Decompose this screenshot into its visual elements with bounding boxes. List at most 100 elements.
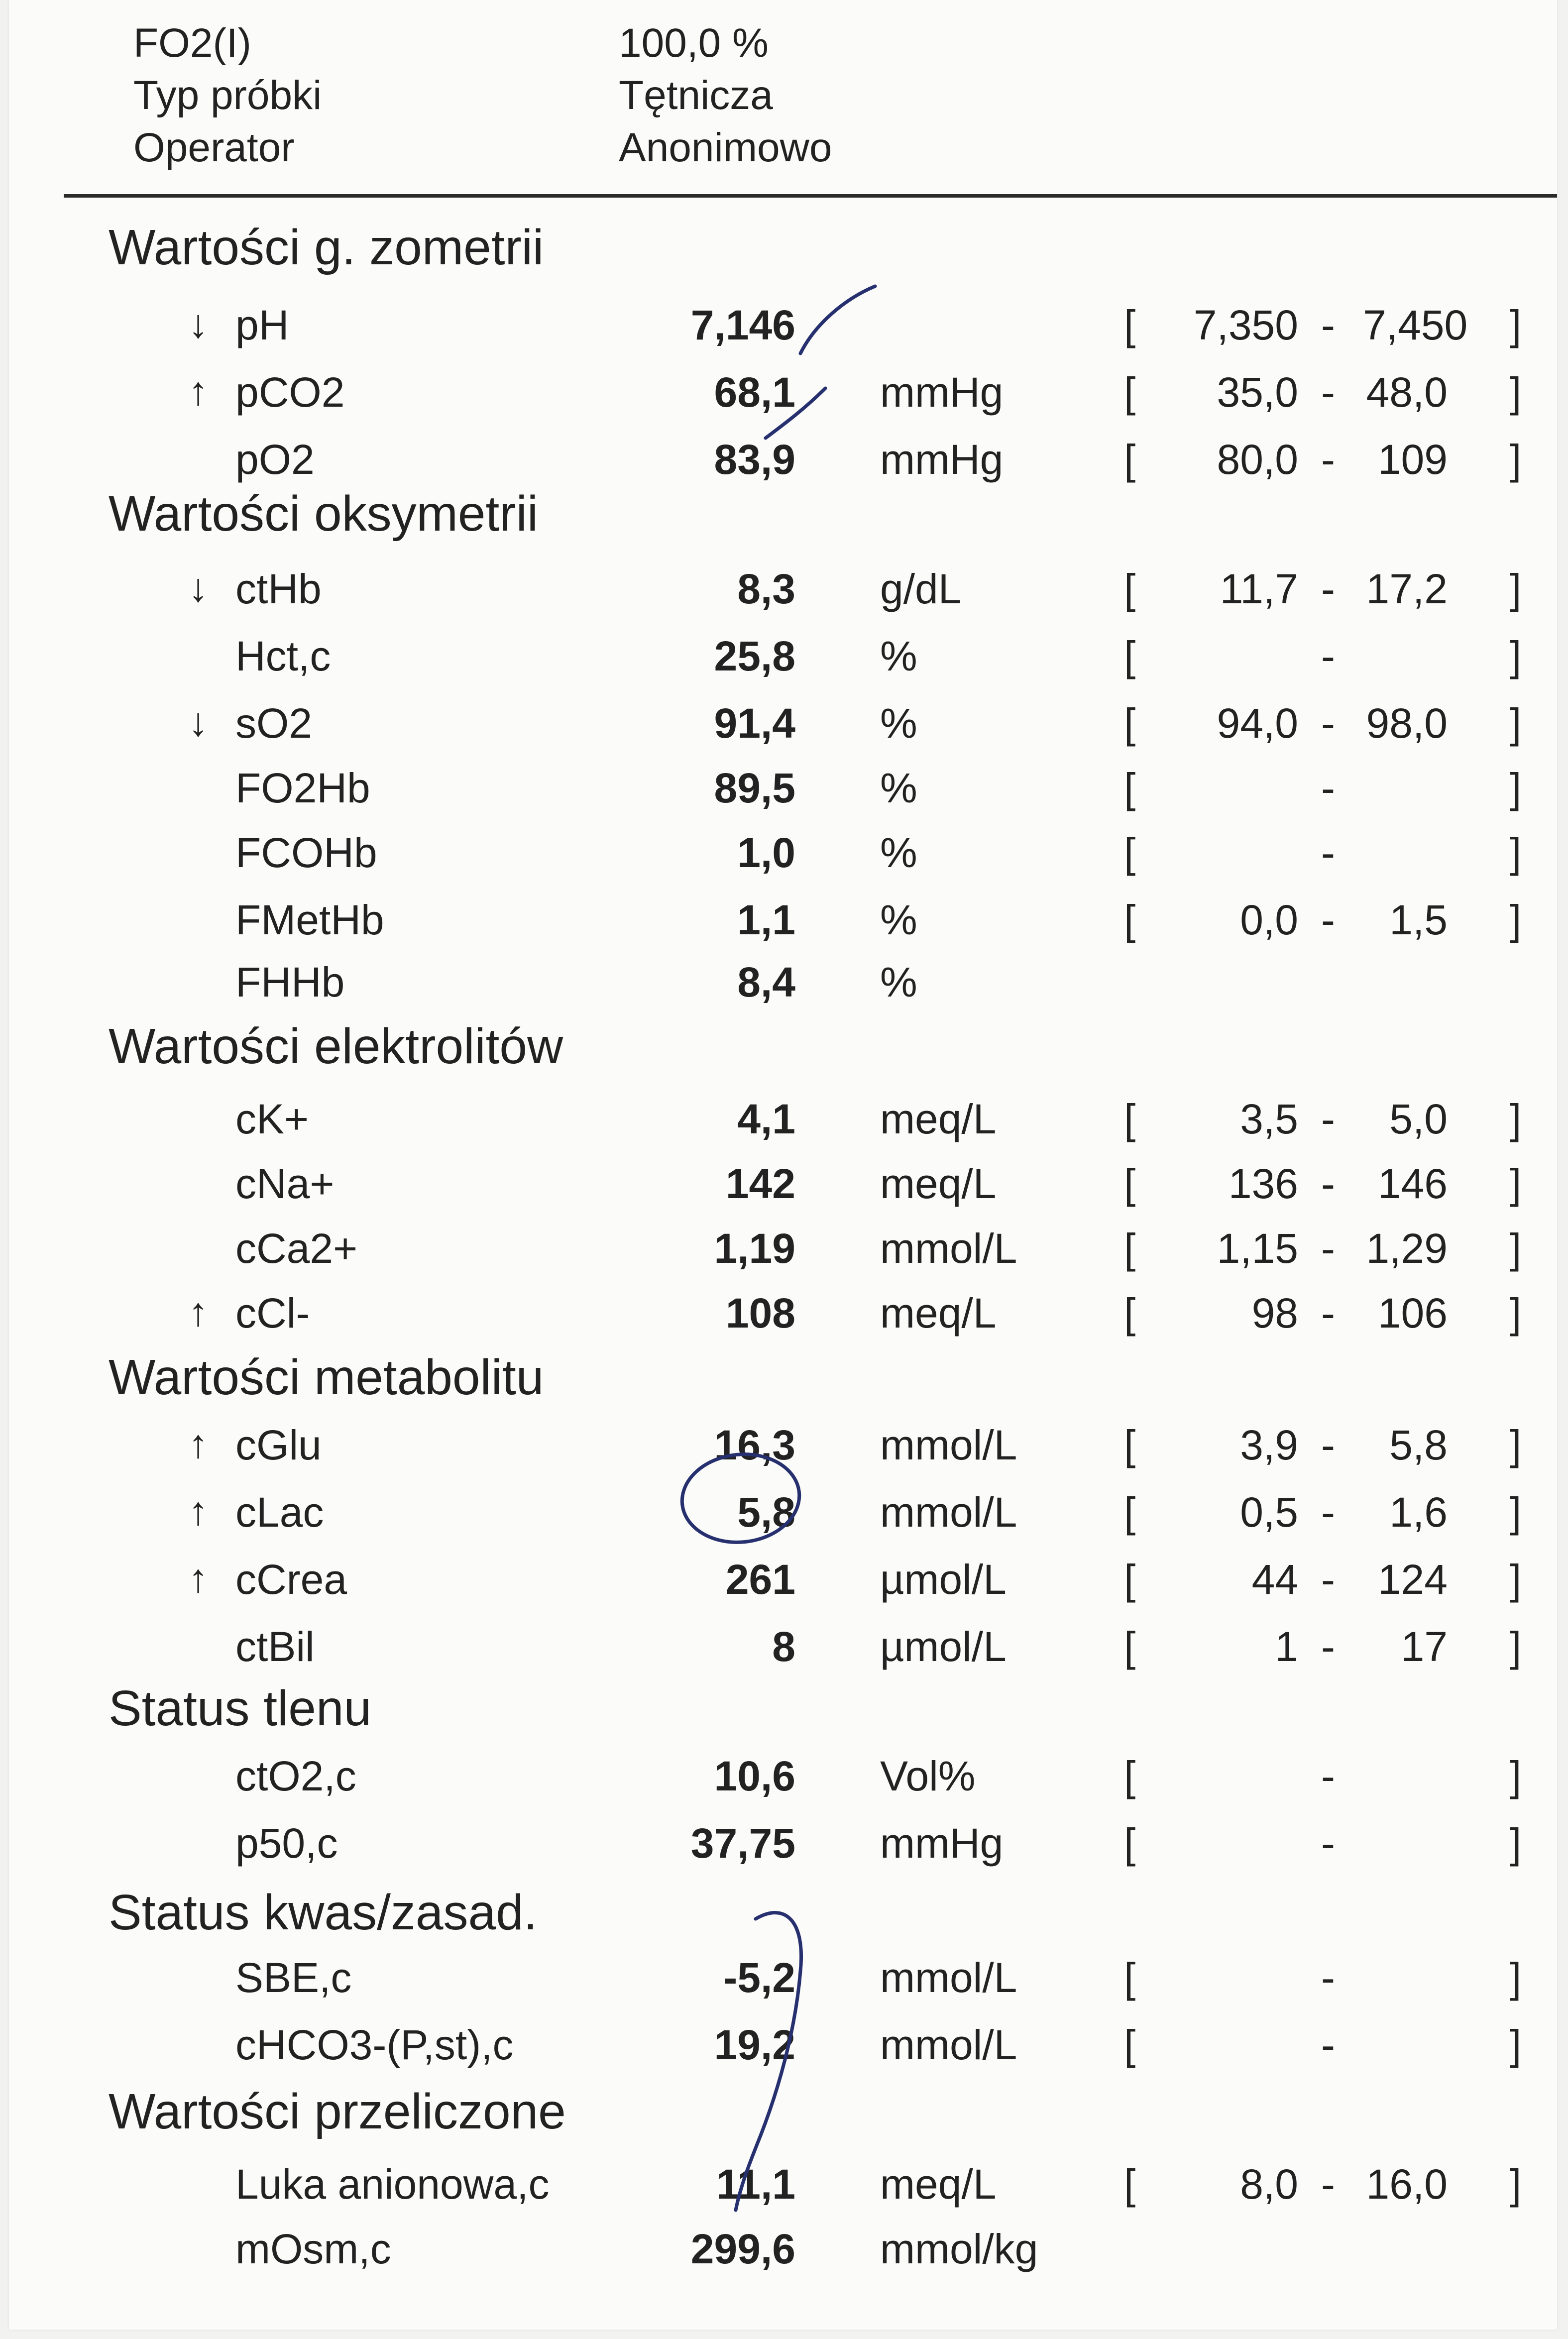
low-flag-icon: ↓ [188,700,208,744]
range-high: 146 [1377,1160,1448,1207]
range-open-bracket: [ [1124,896,1136,943]
range-high: 48,0 [1366,369,1448,416]
range-low: 11,7 [1220,565,1298,612]
parameter-value: 4,1 [737,1096,795,1142]
parameter-unit: meq/L [880,1096,997,1142]
range-open-bracket: [ [1124,302,1136,348]
range-dash: - [1321,1753,1335,1799]
range-dash: - [1321,1820,1335,1867]
result-row: cNa+ 142 meq/L [-] 136 146 [9,1160,1557,1225]
header-value: 100,0 % [619,20,769,66]
range-close-bracket: ] [1510,1489,1522,1536]
parameter-value: 8,3 [737,565,795,612]
high-flag-icon: ↑ [188,1290,208,1334]
range-open-bracket: [ [1124,1290,1136,1337]
range-high: 1,6 [1389,1489,1448,1536]
range-open-bracket: [ [1124,1753,1136,1799]
result-row: sO2 91,4 ↓% [-] 94,0 98,0 [9,699,1557,764]
parameter-unit: mmHg [880,1820,1004,1867]
parameter-value: 25,8 [714,633,796,679]
range-high: 16,0 [1366,2161,1448,2208]
range-open-bracket: [ [1124,1489,1136,1536]
range-close-bracket: ] [1510,829,1522,876]
parameter-unit: meq/L [880,2161,997,2208]
parameter-unit: mmol/L [880,1489,1017,1536]
range-close-bracket: ] [1510,700,1522,747]
range-open-bracket: [ [1124,369,1136,416]
parameter-value: 37,75 [690,1820,795,1867]
parameter-name: ctHb [235,565,322,612]
result-row: pH 7,146 ↓[-] 7,350 7,450 [9,301,1557,366]
result-row: pCO2 68,1 ↑ mmHg [-] 35,0 48,0 [9,368,1557,433]
parameter-name: pO2 [235,436,315,483]
parameter-value: 91,4 [714,700,796,747]
section-title: Status tlenu [109,1680,372,1736]
range-open-bracket: [ [1124,633,1136,679]
parameter-value: 299,6 [690,2226,795,2272]
parameter-name: cCa2+ [235,1225,358,1272]
result-row: pO2 83,9 mmHg [-] 80,0 109 [9,436,1557,500]
range-open-bracket: [ [1124,1422,1136,1468]
range-dash: - [1321,302,1335,348]
parameter-name: FO2Hb [235,765,370,811]
high-flag-icon: ↑ [188,1489,208,1533]
pen-mark-ph [798,284,877,355]
parameter-value: 68,1 [714,369,796,416]
range-low: 0,5 [1240,1489,1298,1536]
header-label: FO2(I) [133,20,251,66]
range-close-bracket: ] [1510,436,1522,483]
range-low: 8,0 [1240,2161,1298,2208]
header-value: Tętnicza [619,73,773,118]
header-label: Typ próbki [133,73,322,118]
range-close-bracket: ] [1510,1820,1522,1867]
range-open-bracket: [ [1124,1096,1136,1142]
range-dash: - [1321,369,1335,416]
range-open-bracket: [ [1124,1623,1136,1670]
section-title: Wartości elektrolitów [109,1018,563,1074]
pen-circle-clac [680,1452,801,1544]
parameter-value: 11,1 [716,2161,795,2208]
range-close-bracket: ] [1510,1623,1522,1670]
result-row: cCa2+ 1,19 mmol/L [-] 1,15 1,29 [9,1225,1557,1289]
range-high: 5,8 [1389,1422,1448,1468]
result-row: cLac 5,8 ↑ mmol/L [-] 0,5 1,6 [9,1488,1557,1553]
range-close-bracket: ] [1510,1160,1522,1207]
section-title: Wartości metabolitu [109,1349,544,1405]
parameter-name: pH [235,302,289,348]
parameter-unit: mmol/L [880,1422,1017,1468]
result-row: FMetHb 1,1% [-] 0,0 1,5 [9,896,1557,961]
parameter-name: Luka anionowa,c [235,2161,550,2208]
parameter-name: SBE,c [235,1954,352,2001]
range-low: 7,350 [1193,302,1298,348]
header-value: Anonimowo [619,125,832,170]
parameter-name: cGlu [235,1422,322,1468]
range-low: 80,0 [1217,436,1299,483]
parameter-unit: % [880,765,917,811]
parameter-name: sO2 [235,700,313,747]
parameter-value: 1,19 [714,1225,796,1272]
result-row: cGlu 16,3 ↑ mmol/L [-] 3,9 5,8 [9,1421,1557,1486]
pen-bracket-acid-base [734,1911,803,2212]
range-low: 1,15 [1217,1225,1299,1272]
result-row: cHCO3-(P,st),c 19,2 mmol/L [-] [9,2021,1557,2086]
parameter-unit: % [880,633,917,679]
range-dash: - [1321,765,1335,811]
range-close-bracket: ] [1510,2021,1522,2068]
parameter-unit: mmol/L [880,1225,1017,1272]
pen-annotations [680,284,877,2212]
section-title: Wartości oksymetrii [109,486,539,542]
parameter-value: 1,0 [737,829,795,876]
parameter-value: 261 [725,1556,795,1603]
parameter-name: cCl- [235,1290,310,1337]
section-title: Wartości przeliczone [109,2084,566,2139]
section-title: Status kwas/zasad. [109,1885,538,1940]
range-close-bracket: ] [1510,369,1522,416]
header-divider [64,194,1557,198]
range-dash: - [1321,1422,1335,1468]
range-close-bracket: ] [1510,1954,1522,2001]
high-flag-icon: ↑ [188,1556,208,1600]
range-dash: - [1321,1225,1335,1272]
range-high: 1,29 [1366,1225,1448,1272]
result-row: ctBil 8 µmol/L [-] 1 17 [9,1623,1557,1687]
range-dash: - [1321,1954,1335,2001]
